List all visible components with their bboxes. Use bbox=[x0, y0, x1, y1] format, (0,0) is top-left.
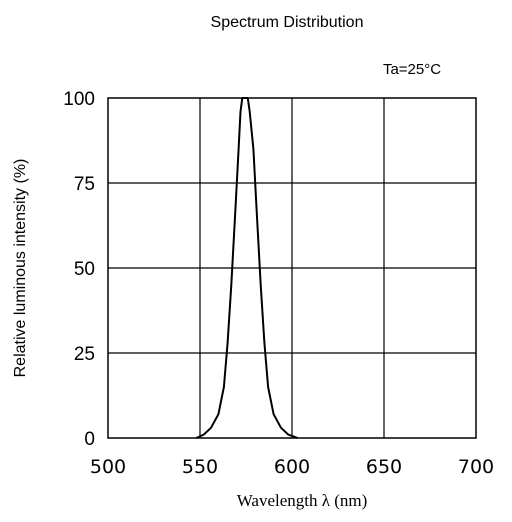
x-tick-label-2: 600 bbox=[274, 456, 310, 478]
x-tick-label-1: 550 bbox=[182, 456, 218, 478]
y-tick-label-4: 100 bbox=[63, 89, 95, 110]
temperature-note: Ta=25°C bbox=[383, 61, 441, 78]
x-tick-label-0: 500 bbox=[90, 456, 126, 478]
y-tick-label-2: 50 bbox=[74, 259, 95, 280]
spectrum-line-0 bbox=[195, 97, 298, 439]
x-axis-label: Wavelength λ (nm) bbox=[237, 491, 368, 510]
grid-lines bbox=[108, 98, 476, 438]
chart-title: Spectrum Distribution bbox=[211, 14, 364, 31]
y-tick-label-0: 0 bbox=[84, 429, 95, 450]
y-axis-ticks: 0 25 50 75 100 bbox=[63, 89, 95, 450]
plot-frame bbox=[107, 97, 477, 439]
y-tick-label-1: 25 bbox=[74, 344, 95, 365]
x-tick-label-3: 650 bbox=[366, 456, 402, 478]
y-axis-label: Relative luminous intensity (%) bbox=[12, 159, 29, 378]
series-layer bbox=[195, 97, 298, 439]
x-tick-label-4: 700 bbox=[458, 456, 494, 478]
x-axis-ticks: 500 550 600 650 700 bbox=[90, 456, 494, 478]
y-tick-label-3: 75 bbox=[74, 174, 95, 195]
plot-border bbox=[107, 97, 477, 439]
